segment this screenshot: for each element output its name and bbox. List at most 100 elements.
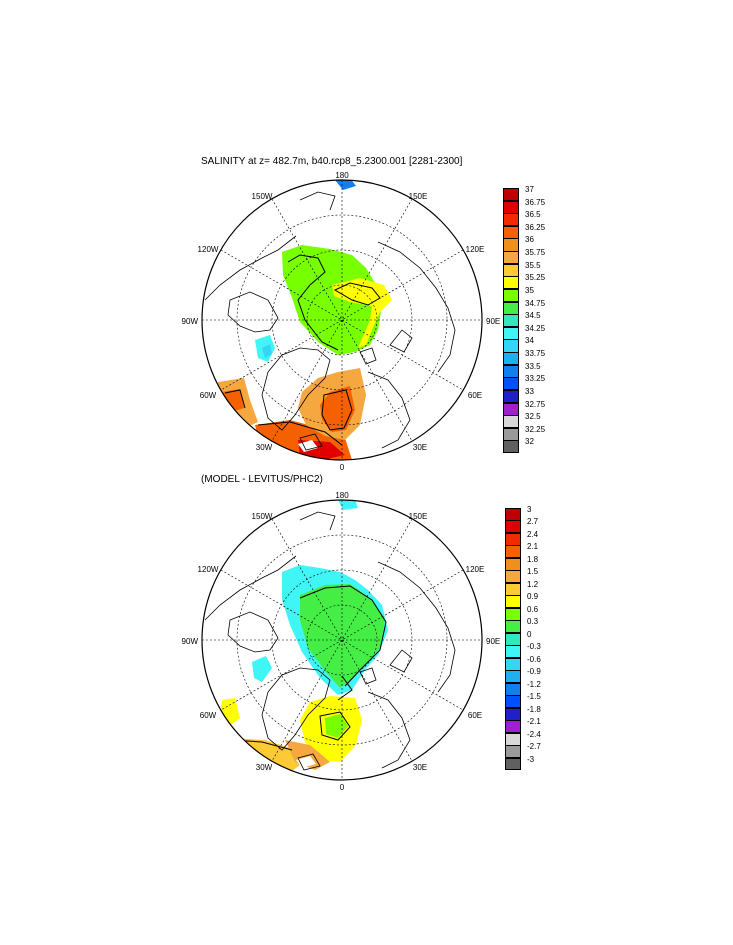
colorbar-label: 33.5	[525, 361, 541, 371]
region-baffin-blue	[262, 344, 272, 358]
difference-lon-labels: 180 150E 120E 90E 60E 30E 0 30W 60W 90W …	[182, 491, 501, 792]
colorbar-label: 35	[525, 285, 534, 295]
colorbar-swatch	[503, 251, 519, 265]
colorbar-label: 0.9	[527, 592, 539, 602]
region-iceland-white-2	[296, 756, 316, 768]
colorbar-label: 0	[527, 629, 532, 639]
colorbar-label: -1.2	[527, 679, 541, 689]
colorbar-swatch	[503, 288, 519, 303]
salinity-colorbar: 37 36.75 36.5 36.25 36 35.75 35.5 35.25 35 34.75 3…	[503, 185, 563, 454]
lon-label: 60E	[468, 711, 482, 720]
colorbar-label: -3	[527, 754, 535, 764]
colorbar-swatch	[503, 377, 519, 391]
colorbar-swatch	[505, 670, 521, 684]
colorbar-swatch	[503, 276, 519, 290]
lon-label: 90E	[486, 317, 500, 326]
lon-label: 120W	[198, 245, 219, 254]
region-arctic-basin	[282, 245, 382, 355]
colorbar-swatch	[503, 415, 519, 429]
colorbar-swatch	[505, 720, 521, 734]
colorbar-swatch	[505, 707, 521, 721]
lon-label: 150W	[252, 192, 273, 201]
colorbar-label: 35.75	[525, 248, 546, 258]
region-gulf-orange	[285, 740, 330, 770]
colorbar-label: 32	[525, 437, 534, 447]
region-bering-cyan	[338, 500, 358, 510]
salinity-map-border	[201, 179, 483, 461]
colorbar-swatch	[503, 402, 519, 416]
colorbar-label: 36	[525, 235, 534, 245]
colorbar-swatch	[503, 200, 519, 214]
colorbar-label: 32.25	[525, 424, 546, 434]
lon-label: 120E	[466, 565, 485, 574]
colorbar-label: -0.6	[527, 654, 541, 664]
colorbar-label: 0.6	[527, 604, 539, 614]
colorbar-label: 36.25	[525, 222, 546, 232]
colorbar-label: 35.25	[525, 273, 546, 283]
colorbar-swatch	[505, 557, 521, 571]
colorbar-swatch	[505, 732, 521, 746]
region-baffin-cyan-2	[252, 656, 272, 682]
colorbar-label: -0.9	[527, 667, 541, 677]
difference-graticule	[202, 500, 482, 780]
colorbar-label: 35.5	[525, 260, 541, 270]
colorbar-label: -2.7	[527, 742, 541, 752]
colorbar-label: 33	[525, 386, 534, 396]
colorbar-swatch	[503, 364, 519, 378]
colorbar-swatch	[505, 657, 521, 671]
salinity-lon-labels: 180 150E 120E 90E 60E 30E 0 30W 60W 90W …	[182, 171, 501, 472]
difference-map: 180 150E 120E 90E 60E 30E 0 30W 60W 90W …	[182, 491, 501, 792]
salinity-map: 180 150E 120E 90E 60E 30E 0 30W 60W 90W …	[182, 171, 501, 472]
colorbar-label: -0.3	[527, 642, 541, 652]
canadian-archipelago	[227, 291, 279, 333]
colorbar-swatch	[505, 570, 521, 584]
colorbar-swatch	[503, 389, 519, 403]
lon-label: 150E	[409, 512, 428, 521]
colorbar-swatch	[505, 532, 521, 546]
difference-colorbar: 3 2.7 2.4 2.1 1.8 1.5 1.2 0.9 0.6 0.3 0 -0.3 -0.6 -0.…	[505, 506, 565, 771]
colorbar-swatch	[503, 225, 519, 239]
colorbar-label: -2.4	[527, 729, 541, 739]
colorbar-label: 36.75	[525, 197, 546, 207]
colorbar-swatch	[505, 695, 521, 709]
colorbar-swatch	[503, 440, 519, 454]
alaska-coast	[299, 191, 336, 211]
colorbar-swatch	[505, 682, 521, 696]
colorbar-swatch	[505, 620, 521, 634]
salinity-graticule	[202, 180, 482, 460]
colorbar-label: 0.3	[527, 617, 539, 627]
colorbar-swatch	[503, 314, 519, 328]
colorbar-label: 2.1	[527, 542, 539, 552]
region-nordic-core	[320, 386, 355, 432]
scandinavia-coast	[367, 371, 411, 449]
colorbar-label: 36.5	[525, 210, 541, 220]
panel-title-difference: (MODEL - LEVITUS/PHC2)	[201, 474, 323, 485]
lon-label: 60E	[468, 391, 482, 400]
greenland-coast	[261, 347, 331, 431]
difference-map-border	[201, 499, 483, 781]
colorbar-swatch	[505, 632, 521, 646]
lon-label: 150W	[252, 512, 273, 521]
lon-label: 120E	[466, 245, 485, 254]
colorbar-label: 1.8	[527, 554, 539, 564]
colorbar-swatch	[505, 520, 521, 534]
colorbar-swatch	[503, 339, 519, 353]
lon-label: 30E	[413, 763, 427, 772]
lon-label: 30W	[256, 763, 273, 772]
colorbar-swatch	[503, 213, 519, 227]
colorbar-swatch	[505, 607, 521, 621]
colorbar-swatch	[505, 582, 521, 596]
colorbar-label: 37	[525, 185, 534, 194]
colorbar-label: -2.1	[527, 717, 541, 727]
colorbar-label: 34.25	[525, 323, 546, 333]
colorbar-label: 34.5	[525, 311, 541, 321]
colorbar-label: 1.2	[527, 579, 539, 589]
lon-label: 60W	[200, 711, 217, 720]
panel-title-salinity: SALINITY at z= 482.7m, b40.rcp8_5.2300.0…	[201, 156, 463, 167]
colorbar-label: -1.5	[527, 692, 541, 702]
lon-label: 120W	[198, 565, 219, 574]
north-america-coast	[204, 235, 297, 301]
lon-label: 0	[340, 783, 345, 792]
salinity-coastlines	[204, 191, 456, 451]
colorbar-swatch	[503, 326, 519, 340]
